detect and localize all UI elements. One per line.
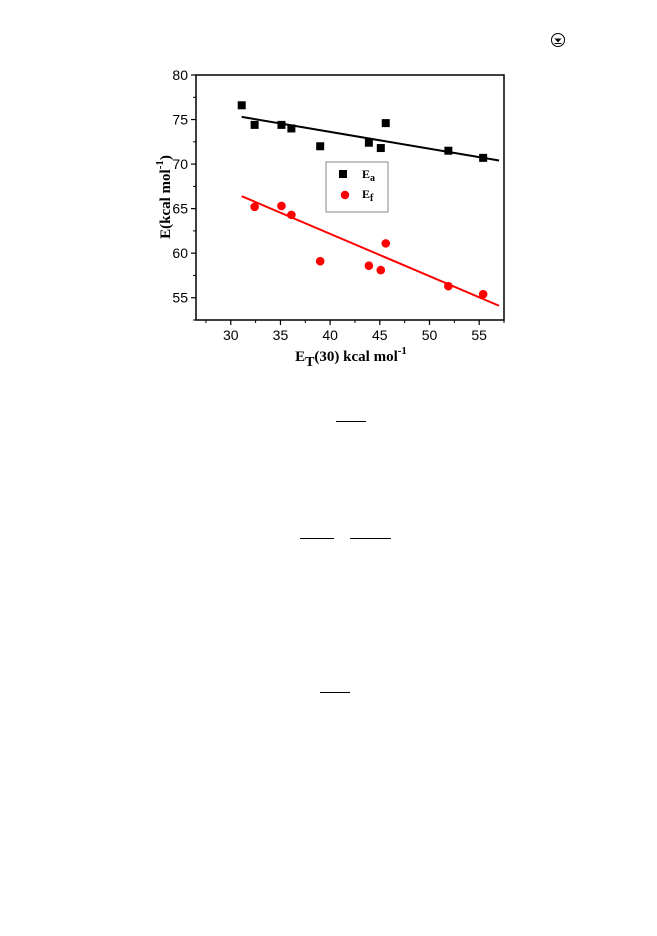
x-tick-label: 55: [471, 327, 487, 343]
y-tick-label: 80: [172, 67, 188, 83]
legend-label-ef-main: E: [362, 187, 370, 201]
data-point-ef: [381, 239, 391, 248]
y-axis-label-main: E(kcal mol: [158, 169, 174, 239]
x-tick-label: 30: [223, 327, 239, 343]
x-axis-label-main: E: [295, 349, 305, 365]
y-tick-label: 65: [172, 201, 188, 217]
data-point-ea: [381, 119, 390, 128]
plot-frame: [195, 74, 505, 321]
data-points-group: [237, 101, 488, 299]
data-point-ef: [376, 265, 386, 275]
x-axis-label: ET(30) kcal mol-1: [295, 345, 407, 370]
data-point-ef: [287, 210, 296, 220]
data-point-ea: [237, 101, 246, 110]
x-axis-label-rest: (30) kcal mol: [314, 349, 397, 365]
x-axis-label-sub: T: [305, 355, 315, 370]
x-axis-label-sup: -1: [398, 345, 407, 357]
legend-label-ef: Ef: [362, 187, 374, 204]
rule-line-2: [300, 538, 334, 539]
legend: Ea Ef: [325, 161, 389, 213]
data-point-ef: [364, 261, 374, 270]
x-tick-label: 50: [422, 327, 438, 343]
data-point-ea: [287, 124, 296, 133]
x-tick-label: 45: [372, 327, 388, 343]
data-point-ef: [315, 256, 325, 266]
y-axis-label-sup: -1: [154, 160, 166, 169]
data-point-ea: [250, 120, 259, 129]
legend-marker-ea: [339, 170, 347, 178]
data-point-ea: [479, 153, 488, 162]
circled-arrow-down-icon: [551, 33, 565, 47]
data-point-ef: [478, 289, 488, 299]
rule-line-3: [350, 538, 391, 539]
legend-label-ef-sub: f: [370, 193, 374, 204]
y-tick-label: 55: [172, 290, 188, 306]
legend-label-ea-main: E: [362, 167, 370, 181]
fit-line-ef: [241, 195, 500, 307]
plot-frame-group: [195, 74, 505, 321]
data-point-ea: [444, 146, 453, 155]
x-tick-label: 35: [273, 327, 289, 343]
y-tick-label: 75: [172, 112, 188, 128]
data-point-ea: [364, 138, 373, 147]
data-point-ef: [277, 201, 286, 211]
rule-line-1: [336, 421, 366, 422]
data-point-ea: [316, 142, 325, 151]
legend-box: [325, 161, 389, 213]
y-tick-label: 60: [172, 245, 188, 261]
rule-line-4: [320, 692, 350, 693]
legend-marker-ef: [340, 190, 350, 200]
y-axis-label: E(kcal mol-1): [154, 155, 174, 239]
data-point-ea: [277, 120, 286, 129]
legend-label-ea-sub: a: [370, 173, 375, 184]
y-axis-label-end: ): [158, 155, 174, 160]
y-tick-label: 70: [172, 156, 188, 172]
data-point-ef: [250, 202, 259, 212]
data-point-ef: [444, 281, 453, 291]
legend-label-ea: Ea: [362, 167, 375, 184]
x-tick-label: 40: [322, 327, 338, 343]
ticks-group: 30 35 40 45 50 55 55 60 65 70 75 80: [172, 67, 505, 343]
data-point-ea: [376, 144, 385, 153]
